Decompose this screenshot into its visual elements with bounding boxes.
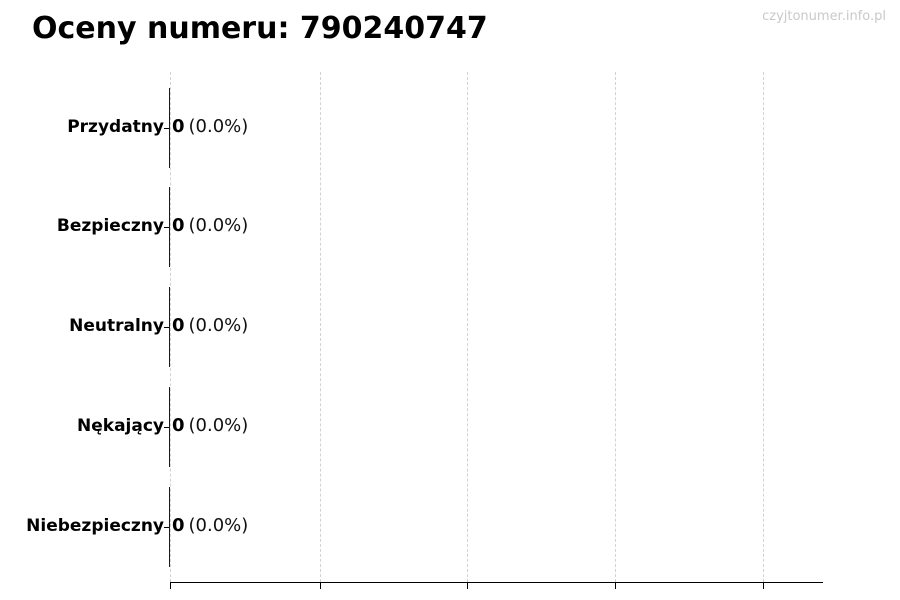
- x-axis-tick: [170, 582, 171, 589]
- x-axis-tick: [763, 582, 764, 589]
- x-axis-tick: [615, 582, 616, 589]
- bar-percent: (0.0%): [188, 116, 249, 137]
- bar-percent: (0.0%): [188, 315, 249, 336]
- gridline-0: [170, 72, 171, 582]
- gridline-2: [467, 72, 468, 582]
- bar: [169, 487, 170, 567]
- y-axis-tick: [164, 227, 170, 228]
- page-title: Oceny numeru: 790240747: [32, 11, 488, 46]
- y-axis-tick: [164, 128, 170, 129]
- bar-value-annotation: 0 (0.0%): [172, 215, 248, 236]
- bar-percent: (0.0%): [188, 415, 249, 436]
- y-axis-tick: [164, 427, 170, 428]
- bar-value: 0: [172, 315, 185, 336]
- x-axis: [170, 582, 823, 583]
- category-label: Bezpieczny: [56, 216, 164, 236]
- category-label: Neutralny: [69, 316, 164, 336]
- gridline-4: [763, 72, 764, 582]
- x-axis-tick: [320, 582, 321, 589]
- bar: [169, 187, 170, 267]
- site-watermark: czyjtonumer.info.pl: [762, 9, 886, 24]
- bar-value-annotation: 0 (0.0%): [172, 415, 248, 436]
- bar-percent: (0.0%): [188, 515, 249, 536]
- gridline-1: [320, 72, 321, 582]
- bar-percent: (0.0%): [188, 215, 249, 236]
- y-axis-tick: [164, 527, 170, 528]
- x-axis-tick: [467, 582, 468, 589]
- bar: [169, 88, 170, 168]
- y-axis-tick: [164, 327, 170, 328]
- bar-value: 0: [172, 415, 185, 436]
- bar-value-annotation: 0 (0.0%): [172, 515, 248, 536]
- category-label: Przydatny: [67, 117, 164, 137]
- bar-value-annotation: 0 (0.0%): [172, 315, 248, 336]
- bar: [169, 387, 170, 467]
- bar-value: 0: [172, 116, 185, 137]
- category-label: Niebezpieczny: [26, 516, 164, 536]
- bar-value: 0: [172, 515, 185, 536]
- gridline-3: [615, 72, 616, 582]
- bar: [169, 287, 170, 367]
- bar-value-annotation: 0 (0.0%): [172, 116, 248, 137]
- category-label: Nękający: [77, 416, 164, 436]
- bar-value: 0: [172, 215, 185, 236]
